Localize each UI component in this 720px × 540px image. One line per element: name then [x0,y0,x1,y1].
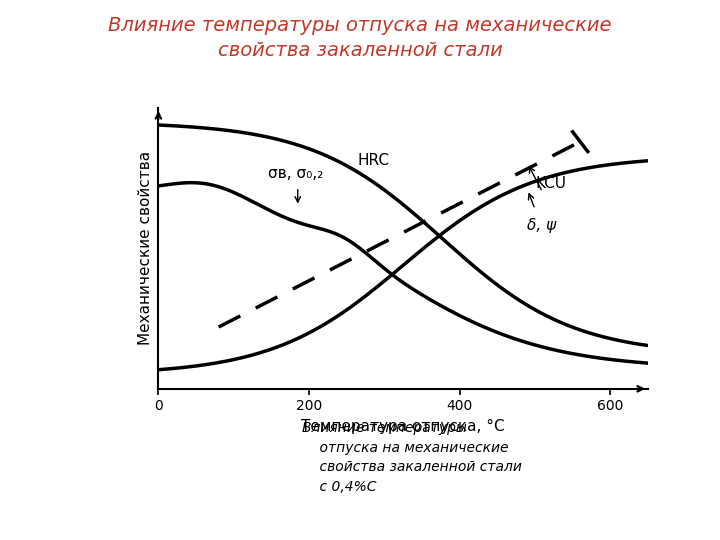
Text: δ, ψ: δ, ψ [528,218,557,233]
Text: Влияние температуры отпуска на механические
свойства закаленной стали: Влияние температуры отпуска на механичес… [108,16,612,60]
X-axis label: Температура отпуска, °C: Температура отпуска, °C [302,419,505,434]
Text: HRC: HRC [357,153,389,168]
Text: σв, σ₀,₂: σв, σ₀,₂ [268,166,323,181]
Text: Влияние температуры
    отпуска на механические
    свойства закаленной стали
  : Влияние температуры отпуска на механичес… [302,421,522,494]
Y-axis label: Механические свойства: Механические свойства [138,151,153,346]
Text: KCU: KCU [535,177,566,191]
